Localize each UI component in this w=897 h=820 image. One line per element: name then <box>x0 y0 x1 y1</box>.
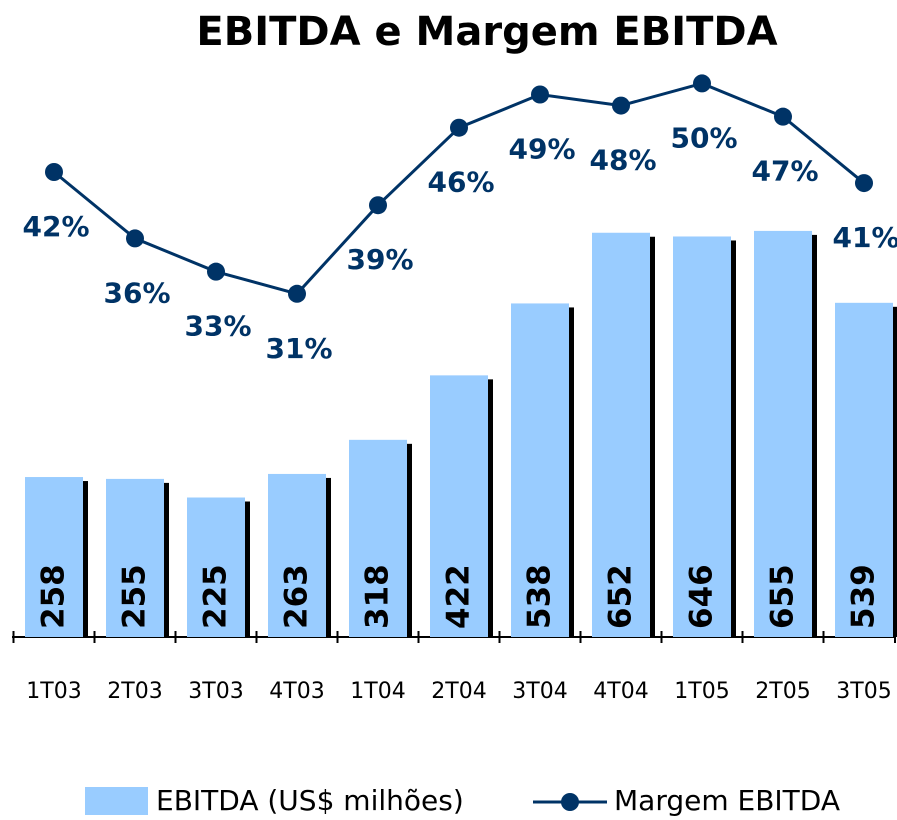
bar-value-label: 539 <box>846 564 882 629</box>
x-tick-label: 2T05 <box>755 679 810 704</box>
bar <box>835 302 893 637</box>
line-value-label: 39% <box>346 243 413 276</box>
x-tick-label: 3T03 <box>188 679 243 704</box>
line-marker <box>207 262 225 281</box>
line-marker <box>774 107 792 126</box>
line-value-label: 46% <box>427 166 494 199</box>
bar <box>349 439 407 637</box>
x-tick-label: 4T03 <box>269 679 324 704</box>
line-marker <box>612 96 630 115</box>
x-tick-label: 4T04 <box>593 679 648 704</box>
bar-value-label: 538 <box>522 564 558 629</box>
bar-value-label: 652 <box>603 564 639 629</box>
bar-value-label: 422 <box>441 564 477 629</box>
line-marker <box>45 163 63 181</box>
bar <box>754 230 812 637</box>
bar-value-label: 263 <box>279 564 315 629</box>
line-marker <box>693 74 711 93</box>
bar-value-label: 255 <box>117 564 153 629</box>
line-marker <box>288 284 306 303</box>
x-tick-label: 1T03 <box>26 679 81 704</box>
line-value-label: 47% <box>751 155 818 188</box>
line-value-label: 31% <box>265 332 332 365</box>
legend-label: EBITDA (US$ milhões) <box>156 784 464 817</box>
line-marker <box>369 196 387 215</box>
bar-value-label: 318 <box>360 564 396 629</box>
bar-value-label: 225 <box>198 564 234 629</box>
bar <box>592 232 650 637</box>
x-tick-label: 3T04 <box>512 679 567 704</box>
bar <box>430 375 488 637</box>
line-value-label: 36% <box>103 276 170 309</box>
line-value-label: 50% <box>670 121 737 154</box>
line-value-label: 33% <box>184 310 251 343</box>
bar <box>106 478 164 637</box>
legend-swatch <box>85 787 148 815</box>
line-value-label: 41% <box>832 221 897 254</box>
chart-title: EBITDA e Margem EBITDA <box>196 9 777 55</box>
line-value-label: 42% <box>22 210 89 243</box>
bar <box>25 477 83 637</box>
line-value-label: 49% <box>508 133 575 166</box>
bar <box>511 303 569 637</box>
legend-label: Margem EBITDA <box>614 784 840 817</box>
line-marker <box>126 229 144 248</box>
x-tick-label: 1T05 <box>674 679 729 704</box>
bar-value-label: 646 <box>684 564 720 629</box>
line-value-label: 48% <box>589 144 656 177</box>
bar <box>268 473 326 637</box>
x-tick-label: 2T03 <box>107 679 162 704</box>
x-tick-label: 2T04 <box>431 679 486 704</box>
bar <box>187 497 245 637</box>
legend-marker <box>561 793 579 811</box>
line-marker <box>855 174 873 193</box>
line-marker <box>531 85 549 104</box>
bar-value-label: 258 <box>36 564 72 629</box>
x-tick-label: 3T05 <box>836 679 891 704</box>
bar-value-label: 655 <box>765 564 801 629</box>
line-marker <box>450 118 468 137</box>
bar <box>673 236 731 638</box>
x-tick-label: 1T04 <box>350 679 405 704</box>
